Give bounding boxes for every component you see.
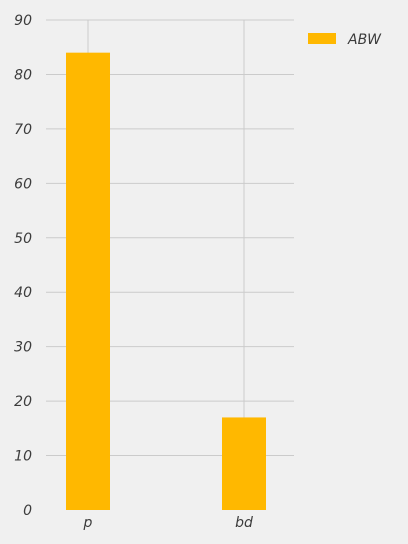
legend-swatch-abw — [308, 33, 336, 44]
y-axis-ticks: 0 10 20 30 40 50 60 70 80 90 — [14, 13, 32, 519]
bar-p — [66, 52, 110, 511]
y-tick-label: 90 — [14, 13, 32, 29]
y-tick-label: 70 — [14, 122, 32, 138]
y-tick-label: 40 — [14, 285, 32, 301]
legend-label-abw: ABW — [347, 32, 382, 48]
y-tick-label: 30 — [14, 340, 32, 356]
y-tick-label: 20 — [14, 394, 32, 410]
y-tick-label: 80 — [14, 67, 32, 83]
bars — [66, 52, 266, 511]
x-tick-label: p — [83, 515, 93, 531]
y-tick-label: 60 — [14, 176, 32, 192]
y-tick-label: 0 — [23, 503, 32, 519]
x-tick-label: bd — [235, 515, 253, 531]
y-tick-label: 50 — [14, 231, 32, 247]
legend: ABW — [308, 32, 382, 48]
y-tick-label: 10 — [14, 449, 32, 465]
x-axis-ticks: p bd — [83, 515, 253, 531]
bar-bd — [222, 417, 266, 510]
